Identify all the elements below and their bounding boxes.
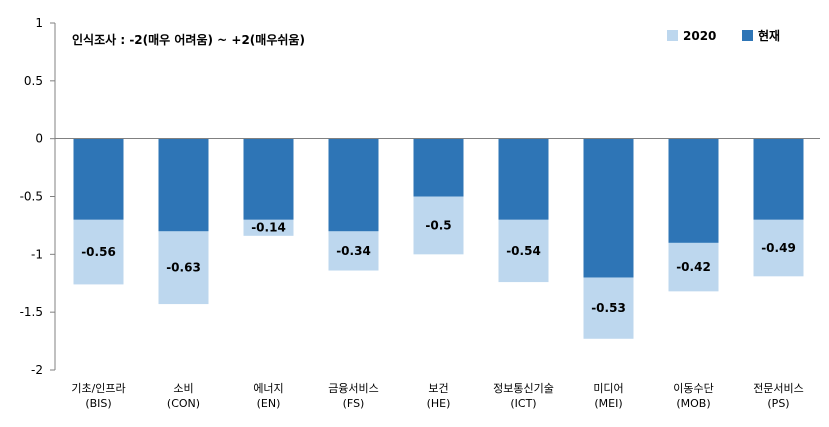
data-label: -0.14: [251, 221, 286, 235]
category-label: 에너지: [253, 382, 283, 395]
data-label: -0.54: [506, 244, 541, 258]
category-label: 미디어: [593, 382, 623, 395]
data-label: -0.5: [425, 218, 451, 232]
category-labels: 기초/인프라 (BIS) 소비 (CON) 에너지 (EN) 금융서비스 (FS) 보건 (HE)…: [71, 382, 803, 410]
axes-layer: [50, 22, 820, 371]
bar-current: [243, 138, 294, 220]
data-label: -0.49: [761, 241, 796, 255]
legend-swatch-current: [742, 30, 753, 41]
category-code: (EN): [257, 397, 281, 410]
data-labels: -0.56 -0.63 -0.14 -0.34 -0.5 -0.54 -0.53 -0.42 -…: [81, 218, 796, 315]
data-label: -0.34: [336, 244, 371, 258]
category-code: (FS): [343, 397, 365, 410]
category-code: (HE): [427, 397, 451, 410]
category-code: (CON): [167, 397, 200, 410]
y-tick-label: -1: [31, 247, 43, 261]
legend-label-2020: 2020: [683, 29, 716, 43]
category-code: (MEI): [594, 397, 622, 410]
data-label: -0.63: [166, 261, 201, 275]
bar-current: [498, 138, 549, 220]
category-label: 보건: [428, 382, 448, 395]
bar-current: [158, 138, 209, 232]
y-tick-label: -1.5: [20, 305, 43, 319]
scale-annotation: 인식조사 : -2(매우 어려움) ~ +2(매우쉬움): [72, 32, 305, 47]
legend: 2020 현재: [667, 28, 780, 43]
y-tick-label: 0.5: [24, 74, 43, 88]
y-tick-labels: 1 0.5 0 -0.5 -1 -1.5 -2: [20, 16, 43, 377]
bar-current: [73, 138, 124, 220]
category-label: 기초/인프라: [71, 382, 125, 395]
category-code: (MOB): [676, 397, 710, 410]
bar-current: [583, 138, 634, 278]
category-code: (PS): [767, 397, 789, 410]
bars-layer: [73, 138, 804, 339]
category-code: (BIS): [85, 397, 111, 410]
bar-current: [328, 138, 379, 232]
category-code: (ICT): [510, 397, 536, 410]
legend-label-current: 현재: [758, 28, 780, 43]
y-tick-label: 1: [35, 16, 43, 30]
legend-swatch-2020: [667, 30, 678, 41]
bar-current: [668, 138, 719, 243]
bar-current: [753, 138, 804, 220]
category-label: 금융서비스: [328, 382, 379, 395]
bar-current: [413, 138, 464, 197]
category-label: 소비: [173, 382, 193, 395]
y-tick-label: 0: [35, 132, 43, 146]
category-label: 정보통신기술: [493, 382, 554, 395]
data-label: -0.56: [81, 245, 116, 259]
data-label: -0.53: [591, 301, 626, 315]
category-label: 이동수단: [673, 382, 713, 395]
category-label: 전문서비스: [753, 382, 804, 395]
y-tick-label: -0.5: [20, 190, 43, 204]
y-tick-label: -2: [31, 363, 43, 377]
data-label: -0.42: [676, 260, 711, 274]
